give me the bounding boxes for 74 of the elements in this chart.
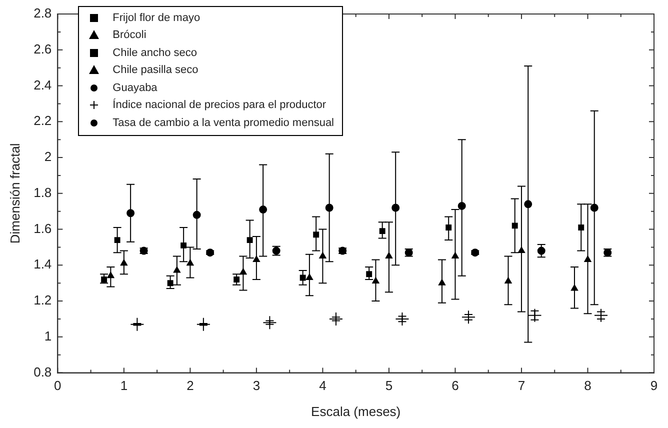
point: [319, 252, 326, 258]
y-tick-label: 2.8: [34, 6, 52, 21]
y-tick-label: 2.6: [34, 41, 52, 56]
point: [458, 202, 466, 210]
point: [590, 204, 598, 212]
y-axis-title: Dimensión fractal: [7, 143, 22, 244]
point: [325, 204, 334, 212]
point: [446, 224, 452, 230]
x-tick-label: 7: [518, 378, 526, 394]
point: [366, 271, 372, 278]
point: [196, 317, 210, 332]
x-axis-title: Escala (meses): [311, 404, 401, 419]
point: [438, 279, 446, 286]
point: [126, 209, 135, 218]
y-tick-label: 1: [44, 328, 52, 344]
point: [186, 259, 194, 266]
point: [452, 252, 459, 258]
point: [570, 284, 578, 291]
point: [518, 246, 526, 254]
x-tick-label: 2: [186, 378, 194, 394]
x-tick-label: 3: [252, 378, 260, 394]
point: [259, 206, 268, 214]
x-tick-label: 6: [452, 378, 459, 394]
x-tick-label: 8: [584, 378, 592, 394]
x-tick-label: 4: [319, 378, 326, 394]
point: [252, 256, 260, 262]
point: [512, 222, 518, 229]
x-tick-label: 9: [650, 378, 658, 394]
legend-label: Frijol flor de mayo: [112, 12, 200, 24]
point: [395, 312, 410, 326]
point: [313, 232, 320, 238]
point: [173, 266, 180, 273]
point: [262, 316, 277, 330]
point: [240, 268, 247, 275]
x-tick-label: 0: [54, 378, 62, 394]
point: [192, 210, 201, 219]
point: [524, 200, 532, 208]
x-tick-label: 1: [120, 378, 128, 394]
legend-label: Chile ancho seco: [112, 46, 198, 59]
point: [528, 308, 542, 322]
point: [385, 252, 392, 258]
point: [120, 259, 128, 266]
point: [372, 277, 380, 284]
y-tick-label: 2.4: [34, 77, 52, 92]
y-tick-label: 1.6: [34, 220, 52, 236]
legend-label: Guayaba: [112, 82, 158, 94]
legend-label: Índice nacional de precios para el productor: [112, 99, 326, 112]
point: [328, 312, 343, 326]
y-tick-label: 1.4: [34, 256, 52, 272]
point: [392, 204, 400, 212]
point: [180, 242, 187, 248]
y-tick-label: 1.8: [34, 184, 52, 200]
point: [379, 228, 386, 234]
point: [167, 280, 174, 286]
legend-label: Tasa de cambio a la venta promedio mensual: [112, 116, 334, 129]
legend-label: Chile pasilla seco: [112, 64, 198, 76]
point: [578, 224, 584, 230]
y-tick-label: 2.2: [34, 113, 52, 128]
point: [101, 276, 108, 282]
point: [300, 274, 306, 281]
point: [461, 310, 476, 324]
point: [306, 274, 313, 280]
point: [584, 256, 592, 262]
point: [114, 237, 120, 244]
y-tick-label: 1.2: [34, 292, 52, 308]
point: [504, 277, 512, 284]
y-tick-label: 0.8: [34, 364, 52, 380]
point: [594, 308, 608, 322]
point: [107, 272, 114, 278]
point: [246, 237, 253, 244]
legend-label: Brócoli: [112, 29, 146, 42]
point: [130, 317, 144, 332]
y-tick-label: 2: [44, 149, 52, 164]
x-tick-label: 5: [385, 378, 393, 394]
